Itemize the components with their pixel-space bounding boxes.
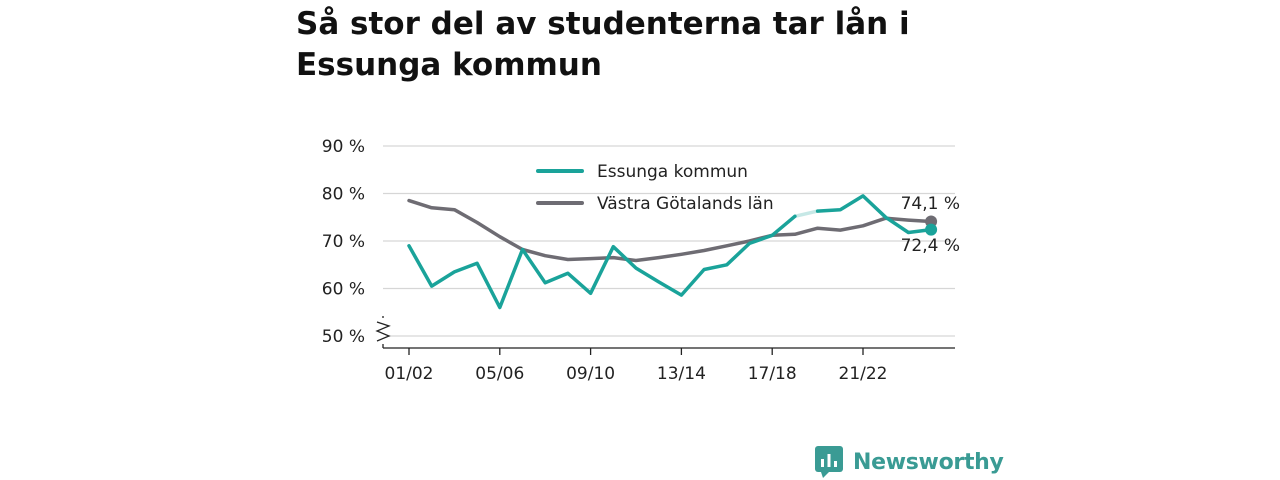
- x-tick-label: 09/10: [566, 364, 615, 384]
- end-point-essunga: [925, 223, 938, 236]
- series-lines: [407, 194, 938, 310]
- newsworthy-logo: Newsworthy: [815, 444, 1004, 480]
- series-line-essunga: [815, 194, 933, 235]
- chart-title: Så stor del av studenterna tar lån i Ess…: [296, 6, 910, 83]
- x-tick-label: 21/22: [839, 364, 888, 384]
- y-tick-label: 70 %: [322, 232, 365, 252]
- end-label-vastra-gotaland: 74,1 %: [901, 194, 960, 214]
- axes: [375, 316, 955, 349]
- y-tick-label: 50 %: [322, 327, 365, 347]
- x-tick-label: 01/02: [385, 364, 434, 384]
- legend-label-essunga: Essunga kommun: [597, 162, 748, 182]
- legend-label-vastra-gotaland: Västra Götalands län: [597, 194, 774, 214]
- x-axis-ticks: 01/02 05/06 09/10 13/14 17/18 21/22: [385, 348, 888, 384]
- x-tick-label: 17/18: [748, 364, 797, 384]
- y-tick-label: 80 %: [322, 185, 365, 205]
- axis-break-icon: [375, 321, 391, 342]
- series-line-vastra-gotaland: [407, 198, 933, 263]
- end-label-essunga: 72,4 %: [901, 236, 960, 256]
- legend: Essunga kommun Västra Götalands län: [536, 162, 774, 214]
- grid-lines: [383, 145, 955, 337]
- series-gap-segment: [793, 209, 820, 219]
- y-axis-ticks: 50 % 60 % 70 % 80 % 90 %: [322, 137, 365, 347]
- brand-name: Newsworthy: [853, 449, 1004, 475]
- x-tick-label: 05/06: [475, 364, 524, 384]
- y-tick-label: 90 %: [322, 137, 365, 157]
- x-tick-label: 13/14: [657, 364, 706, 384]
- end-labels: 74,1 % 72,4 %: [901, 194, 960, 256]
- newsworthy-logo-icon: [815, 446, 843, 478]
- y-tick-label: 60 %: [322, 280, 365, 300]
- series-line-essunga: [407, 214, 797, 310]
